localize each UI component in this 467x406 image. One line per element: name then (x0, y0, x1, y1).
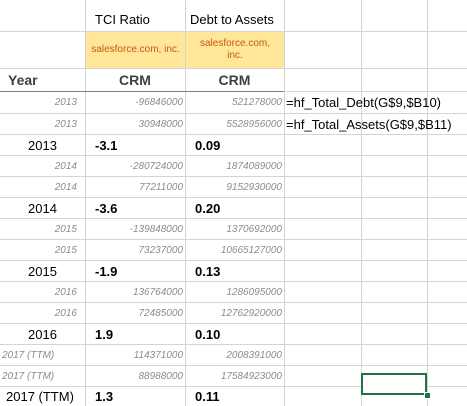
gridline (0, 197, 467, 198)
year-cell[interactable]: 2015 (54, 245, 77, 256)
year-cell[interactable]: 2016 (28, 327, 57, 342)
tci-ratio-cell[interactable]: 1.9 (95, 327, 114, 342)
gridline (0, 176, 467, 177)
year-cell[interactable]: 2015 (54, 224, 77, 235)
debt-assets-component-cell[interactable]: 12762920000 (220, 308, 282, 319)
gridline (0, 323, 467, 324)
gridline (361, 0, 362, 406)
debt-assets-component-cell[interactable]: 9152930000 (226, 182, 282, 193)
debt-to-assets-cell[interactable]: 0.11 (195, 389, 220, 404)
company-name: salesforce.com, inc. (91, 44, 180, 55)
tci-ratio-cell[interactable]: -3.1 (95, 138, 118, 153)
gridline (0, 365, 467, 366)
year-cell[interactable]: 2014 (54, 161, 77, 172)
debt-assets-component-cell[interactable]: 1874089000 (226, 161, 282, 172)
gridline (0, 302, 467, 303)
gridline (0, 281, 467, 282)
tci-component-cell[interactable]: 77211000 (139, 182, 183, 193)
ticker-header-tci[interactable]: CRM (119, 72, 151, 88)
year-cell[interactable]: 2014 (28, 201, 57, 216)
debt-assets-component-cell[interactable]: 2008391000 (226, 350, 282, 361)
gridline (0, 155, 467, 156)
gridline (0, 218, 467, 219)
tci-component-cell[interactable]: 72485000 (138, 308, 184, 319)
year-cell[interactable]: 2017 (TTM) (2, 371, 55, 382)
debt-to-assets-cell[interactable]: 0.13 (195, 264, 221, 279)
debt-assets-component-cell[interactable]: 1370692000 (226, 224, 282, 235)
year-cell[interactable]: 2013 (54, 97, 77, 108)
year-column-header[interactable]: Year (8, 72, 38, 88)
company-name-cell[interactable]: salesforce.com, inc. (186, 32, 284, 68)
gridline (427, 0, 428, 406)
selected-cell[interactable] (361, 373, 427, 395)
gridline (0, 344, 467, 345)
fill-handle[interactable] (424, 392, 431, 399)
debt-assets-component-cell[interactable]: 521278000 (231, 97, 282, 108)
year-cell[interactable]: 2013 (28, 138, 57, 153)
ticker-header-dta[interactable]: CRM (218, 72, 251, 88)
debt-to-assets-cell[interactable]: 0.10 (195, 327, 221, 342)
formula-text-cell[interactable]: =hf_Total_Debt(G$9,$B10) (286, 95, 442, 110)
gridline (85, 0, 86, 406)
company-name-line1: salesforce.com, (199, 38, 271, 49)
gridline (185, 0, 186, 406)
debt-to-assets-cell[interactable]: 0.09 (195, 138, 221, 153)
tci-ratio-cell[interactable]: -3.6 (95, 201, 118, 216)
gridline (0, 239, 467, 240)
tci-component-cell[interactable]: 88988000 (138, 371, 184, 382)
tci-component-cell[interactable]: -280724000 (129, 161, 183, 172)
gridline (284, 0, 285, 406)
company-name-line2: inc. (227, 50, 243, 61)
tci-component-cell[interactable]: -139848000 (129, 224, 183, 235)
year-cell[interactable]: 2016 (54, 308, 77, 319)
tci-component-cell[interactable]: 136764000 (132, 287, 183, 298)
year-cell[interactable]: 2014 (54, 182, 77, 193)
debt-assets-component-cell[interactable]: 17584923000 (220, 371, 282, 382)
debt-assets-component-cell[interactable]: 1286095000 (226, 287, 282, 298)
year-cell[interactable]: 2013 (54, 118, 77, 130)
debt-assets-component-cell[interactable]: 5528956000 (226, 118, 282, 130)
gridline (0, 260, 467, 261)
tci-ratio-cell[interactable]: -1.9 (95, 264, 118, 279)
debt-assets-component-cell[interactable]: 10665127000 (220, 245, 282, 256)
header-underline (0, 91, 284, 92)
gridline (0, 31, 467, 32)
tci-ratio-cell[interactable]: 1.3 (95, 389, 114, 404)
tci-component-cell[interactable]: 114371000 (133, 350, 183, 361)
formula-text-cell[interactable]: =hf_Total_Assets(G$9,$B11) (286, 116, 452, 132)
year-cell[interactable]: 2017 (TTM) (6, 389, 74, 404)
debt-to-assets-cell[interactable]: 0.20 (195, 201, 221, 216)
year-cell[interactable]: 2017 (TTM) (2, 350, 55, 361)
tci-component-cell[interactable]: 73237000 (138, 245, 184, 256)
year-cell[interactable]: 2016 (54, 287, 77, 298)
gridline (0, 386, 467, 387)
company-name-cell[interactable]: salesforce.com, inc. (86, 32, 185, 68)
gridline (0, 113, 467, 114)
metric-header-tci[interactable]: TCI Ratio (95, 12, 150, 27)
year-cell[interactable]: 2015 (28, 264, 57, 279)
tci-component-cell[interactable]: -96846000 (135, 97, 183, 108)
gridline (0, 134, 467, 135)
metric-header-debt-to-assets[interactable]: Debt to Assets (190, 12, 274, 27)
tci-component-cell[interactable]: 30948000 (138, 118, 184, 130)
gridline (0, 68, 467, 69)
